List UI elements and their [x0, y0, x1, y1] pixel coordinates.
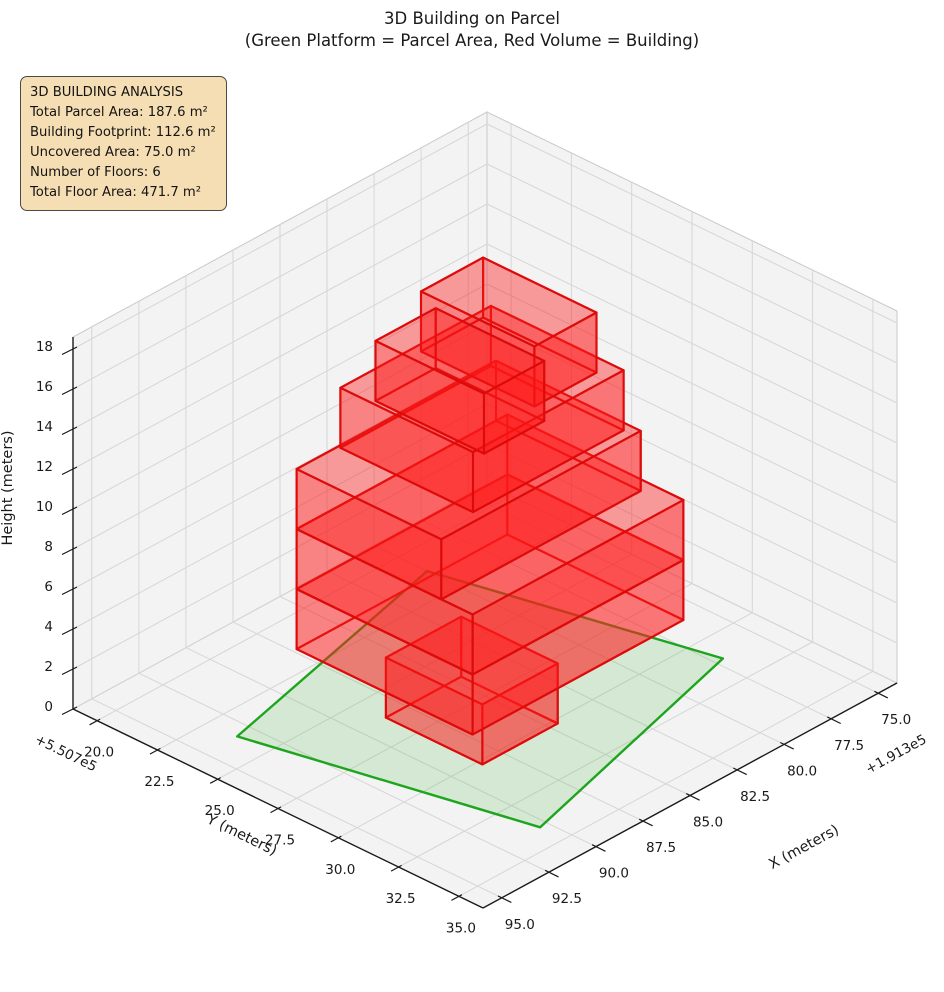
x-tick-label: 77.5: [834, 738, 864, 754]
x-tick-label: 90.0: [599, 866, 629, 882]
tick-mark: [61, 706, 78, 716]
grid-line: [486, 203, 898, 404]
grid-line: [72, 363, 488, 590]
tick-mark: [544, 869, 559, 878]
tick-mark: [685, 793, 700, 801]
z-tick-label: 14: [36, 419, 53, 435]
grid-line: [72, 283, 488, 510]
z-tick-label: 8: [44, 539, 53, 555]
tick-mark: [61, 586, 78, 596]
info-line-footprint: Building Footprint: 112.6 m²: [30, 125, 216, 140]
info-box-title: 3D BUILDING ANALYSIS: [30, 85, 184, 100]
info-line-parcel-area: Total Parcel Area: 187.6 m²: [30, 105, 208, 120]
x-tick-label: 95.0: [505, 917, 535, 933]
building-box-face: [440, 429, 642, 601]
z-tick-label: 2: [44, 659, 53, 675]
y-tick-label: 35.0: [446, 920, 476, 936]
grid-line: [72, 123, 488, 350]
grid-line: [486, 163, 898, 364]
grid-line: [398, 641, 813, 868]
z-tick-label: 6: [44, 579, 53, 595]
tick-mark: [330, 835, 342, 843]
z-tick-label: 4: [44, 619, 53, 635]
y-tick-label: 22.5: [144, 774, 174, 790]
grid-line: [486, 283, 898, 484]
building-box-face: [471, 369, 625, 514]
x-tick-label: 80.0: [787, 763, 817, 779]
tick-mark: [61, 666, 78, 676]
grid-line: [72, 403, 488, 630]
chart-title-block: 3D Building on Parcel (Green Platform = …: [0, 8, 944, 52]
info-line-floor-area: Total Floor Area: 471.7 m²: [30, 185, 202, 200]
x-tick-label: 85.0: [693, 815, 723, 831]
tick-mark: [149, 747, 161, 755]
tick-mark: [733, 767, 747, 776]
tick-mark: [61, 466, 78, 476]
tick-mark: [61, 346, 78, 356]
tick-mark: [209, 777, 221, 784]
x-tick-label: 82.5: [740, 789, 770, 805]
tick-mark: [638, 818, 653, 827]
y-tick-label: 30.0: [325, 862, 355, 878]
tick-mark: [390, 864, 402, 872]
grid-line: [458, 670, 874, 897]
z-tick-label: 12: [36, 459, 53, 475]
building-box-face: [533, 311, 598, 408]
z-tick-label: 16: [36, 379, 53, 395]
tick-mark: [874, 690, 889, 699]
x-tick-label: 87.5: [646, 840, 676, 856]
x-tick-label: 92.5: [552, 891, 582, 907]
y-tick-label: 27.5: [265, 833, 295, 849]
tick-mark: [89, 718, 101, 726]
x-axis-offset-text: +1.913e5: [863, 732, 929, 778]
grid-line: [72, 203, 488, 430]
grid-line: [486, 243, 898, 444]
z-axis-label: Height (meters): [0, 430, 16, 545]
chart-subtitle: (Green Platform = Parcel Area, Red Volum…: [244, 31, 700, 50]
z-tick-label: 18: [36, 339, 53, 355]
grid-line: [72, 243, 488, 470]
tick-mark: [61, 506, 78, 516]
tick-mark: [497, 895, 512, 904]
grid-line: [72, 443, 488, 670]
tick-mark: [451, 894, 463, 901]
tick-mark: [827, 716, 841, 725]
tick-mark: [61, 426, 78, 436]
grid-line: [72, 483, 488, 710]
grid-line: [72, 163, 488, 390]
grid-line: [96, 495, 512, 722]
chart-title: 3D Building on Parcel: [384, 9, 560, 28]
z-tick-label: 0: [44, 699, 53, 715]
z-tick-label: 10: [36, 499, 53, 515]
tick-mark: [61, 546, 78, 556]
y-tick-label: 25.0: [205, 803, 235, 819]
tick-mark: [591, 844, 606, 852]
tick-mark: [270, 806, 282, 814]
y-tick-label: 20.0: [84, 745, 114, 761]
y-tick-label: 32.5: [386, 891, 416, 907]
info-line-floors: Number of Floors: 6: [30, 165, 161, 180]
grid-line: [486, 123, 898, 324]
tick-mark: [61, 626, 78, 636]
analysis-info-box: 3D BUILDING ANALYSIS Total Parcel Area: …: [20, 76, 227, 211]
tick-mark: [780, 741, 794, 750]
info-line-uncovered: Uncovered Area: 75.0 m²: [30, 145, 196, 160]
tick-mark: [61, 386, 78, 396]
x-tick-label: 75.0: [881, 712, 911, 728]
x-axis-label: X (meters): [766, 822, 841, 873]
building-box-face: [482, 359, 546, 455]
building-volume: [295, 256, 685, 766]
building-box-face: [471, 498, 685, 676]
